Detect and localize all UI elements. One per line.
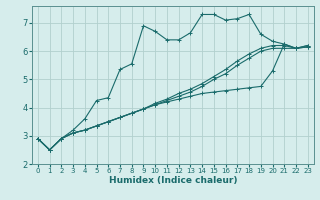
X-axis label: Humidex (Indice chaleur): Humidex (Indice chaleur) xyxy=(108,176,237,185)
